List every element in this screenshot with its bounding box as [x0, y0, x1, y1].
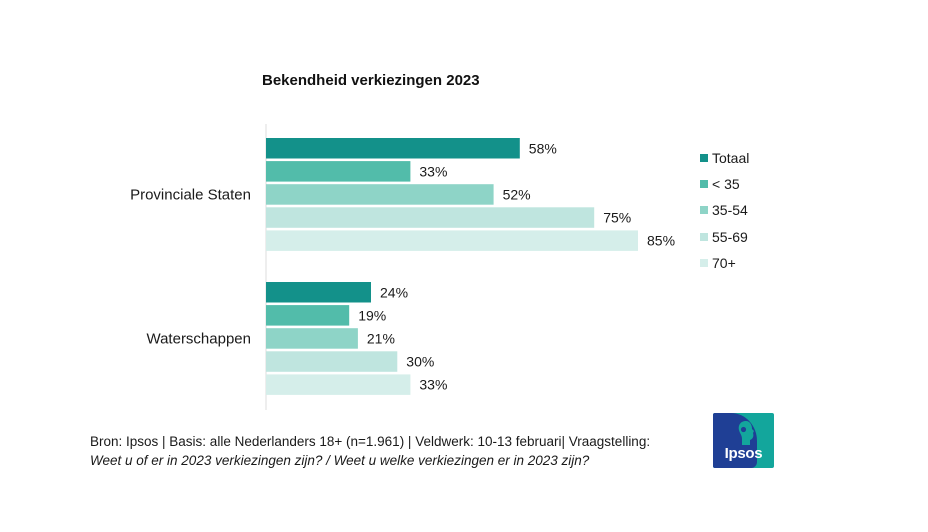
legend-label: 35-54	[712, 202, 748, 219]
question-text: Weet u of er in 2023 verkiezingen zijn? …	[90, 453, 590, 468]
ipsos-logo: Ipsos	[713, 413, 774, 468]
category-label: Waterschappen	[146, 330, 251, 347]
legend-label: Totaal	[712, 150, 750, 167]
legend: Totaal < 35 35-54 55-69 70+	[700, 145, 749, 276]
source-text: Bron: Ipsos | Basis: alle Nederlanders 1…	[90, 434, 651, 449]
data-label: 33%	[419, 163, 447, 179]
logo-text: Ipsos	[724, 445, 763, 462]
bar-waterschappen-2	[266, 328, 358, 349]
bar-provinciale-staten-0	[266, 138, 520, 159]
legend-swatch	[700, 180, 708, 189]
legend-swatch	[700, 258, 708, 267]
bar-group: 58% 33% 52% 75% 85% 24% 19% 21% 30% 33%	[266, 138, 675, 395]
data-label: 58%	[529, 140, 557, 156]
data-label: 33%	[419, 377, 447, 393]
data-label: 21%	[367, 330, 395, 346]
legend-label: 55-69	[712, 228, 748, 245]
chart-title: Bekendheid verkiezingen 2023	[262, 72, 480, 89]
bar-provinciale-staten-4	[266, 230, 638, 251]
legend-swatch	[700, 232, 708, 241]
bar-waterschappen-0	[266, 282, 371, 303]
bar-waterschappen-1	[266, 305, 350, 326]
legend-item: 55-69	[700, 224, 749, 250]
data-label: 24%	[380, 284, 408, 300]
data-label: 85%	[647, 233, 675, 249]
category-labels: Provinciale Staten Waterschappen	[130, 186, 251, 347]
bar-provinciale-staten-2	[266, 184, 494, 205]
legend-swatch	[700, 206, 708, 215]
logo-head-icon	[738, 421, 754, 445]
legend-item: 70+	[700, 250, 749, 276]
legend-item: 35-54	[700, 197, 749, 223]
bar-waterschappen-4	[266, 374, 411, 395]
data-label: 19%	[358, 307, 386, 323]
legend-label: 70+	[712, 254, 736, 271]
legend-item: Totaal	[700, 145, 749, 171]
source-note: Bron: Ipsos | Basis: alle Nederlanders 1…	[90, 432, 650, 470]
category-label: Provinciale Staten	[130, 186, 251, 203]
bar-provinciale-staten-1	[266, 161, 411, 182]
bar-provinciale-staten-3	[266, 207, 595, 228]
data-label: 30%	[406, 354, 434, 370]
legend-label: < 35	[712, 176, 740, 193]
legend-item: < 35	[700, 171, 749, 197]
data-label: 75%	[603, 210, 631, 226]
data-label: 52%	[503, 186, 531, 202]
bar-waterschappen-3	[266, 351, 398, 372]
legend-swatch	[700, 154, 708, 163]
